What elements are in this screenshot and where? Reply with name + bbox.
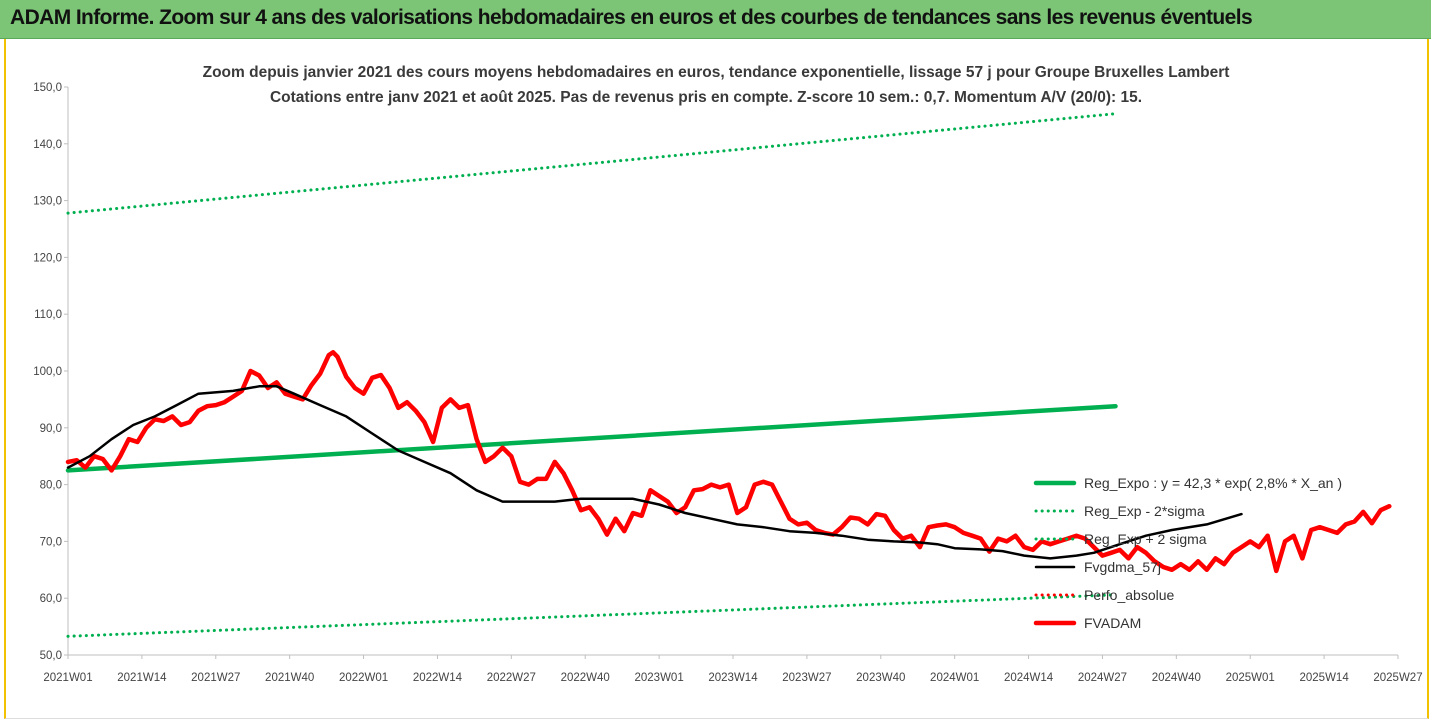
legend-label: Reg_Exp + 2 sigma	[1084, 531, 1207, 547]
y-tick-label: 140,0	[33, 139, 62, 151]
series-line-2	[66, 112, 1117, 215]
x-tick-label: 2024W14	[1004, 672, 1054, 684]
x-tick-label: 2023W40	[856, 672, 905, 684]
x-tick-label: 2025W14	[1299, 672, 1349, 684]
legend-label: Reg_Expo : y = 42,3 * exp( 2,8% * X_an )	[1084, 475, 1342, 491]
x-tick-label: 2022W27	[487, 672, 536, 684]
x-tick-label: 2021W01	[43, 672, 92, 684]
legend: Reg_Expo : y = 42,3 * exp( 2,8% * X_an )…	[1033, 475, 1342, 631]
series-line-5	[65, 350, 1392, 574]
series-group	[65, 112, 1392, 638]
page-title: ADAM Informe. Zoom sur 4 ans des valoris…	[10, 6, 1253, 29]
y-tick-label: 90,0	[40, 423, 62, 435]
y-tick-label: 100,0	[33, 366, 62, 378]
legend-label: Reg_Exp - 2*sigma	[1084, 503, 1205, 519]
x-tick-label: 2025W27	[1373, 672, 1422, 684]
x-tick-label: 2023W01	[634, 672, 683, 684]
y-tick-label: 130,0	[33, 196, 62, 208]
legend-label: Perfo_absolue	[1084, 587, 1175, 603]
legend-label: Fvgdma_57j	[1084, 559, 1161, 575]
x-tick-label: 2022W14	[413, 672, 463, 684]
x-tick-label: 2023W27	[782, 672, 831, 684]
y-tick-label: 60,0	[40, 593, 62, 605]
header-bar: ADAM Informe. Zoom sur 4 ans des valoris…	[0, 0, 1431, 39]
chart-subtitle: Cotations entre janv 2021 et août 2025. …	[270, 89, 1142, 106]
x-tick-label: 2021W27	[191, 672, 240, 684]
x-tick-label: 2024W01	[930, 672, 979, 684]
series-line-1	[66, 593, 1117, 638]
y-tick-label: 120,0	[33, 252, 62, 264]
chart-panel: Zoom depuis janvier 2021 des cours moyen…	[4, 39, 1429, 719]
x-tick-label: 2025W01	[1226, 672, 1275, 684]
line-chart: Zoom depuis janvier 2021 des cours moyen…	[33, 64, 1422, 684]
y-tick-label: 80,0	[40, 480, 62, 492]
legend-label: FVADAM	[1084, 615, 1141, 631]
x-tick-label: 2022W01	[339, 672, 388, 684]
x-tick-label: 2024W40	[1152, 672, 1201, 684]
y-tick-label: 70,0	[40, 536, 62, 548]
chart-title: Zoom depuis janvier 2021 des cours moyen…	[203, 64, 1230, 81]
series-line-0	[65, 403, 1118, 473]
x-tick-label: 2021W40	[265, 672, 314, 684]
x-tick-label: 2022W40	[561, 672, 610, 684]
x-tick-label: 2023W14	[708, 672, 758, 684]
y-tick-label: 50,0	[40, 650, 62, 662]
x-tick-label: 2021W14	[117, 672, 167, 684]
y-tick-label: 150,0	[33, 82, 62, 94]
axes: 50,0 60,0 70,0 80,0 90,0 100,0 110,0 120,0 130,0…	[33, 82, 1422, 684]
series-line-3	[66, 385, 1243, 560]
y-tick-label: 110,0	[34, 309, 62, 321]
x-tick-label: 2024W27	[1078, 672, 1127, 684]
